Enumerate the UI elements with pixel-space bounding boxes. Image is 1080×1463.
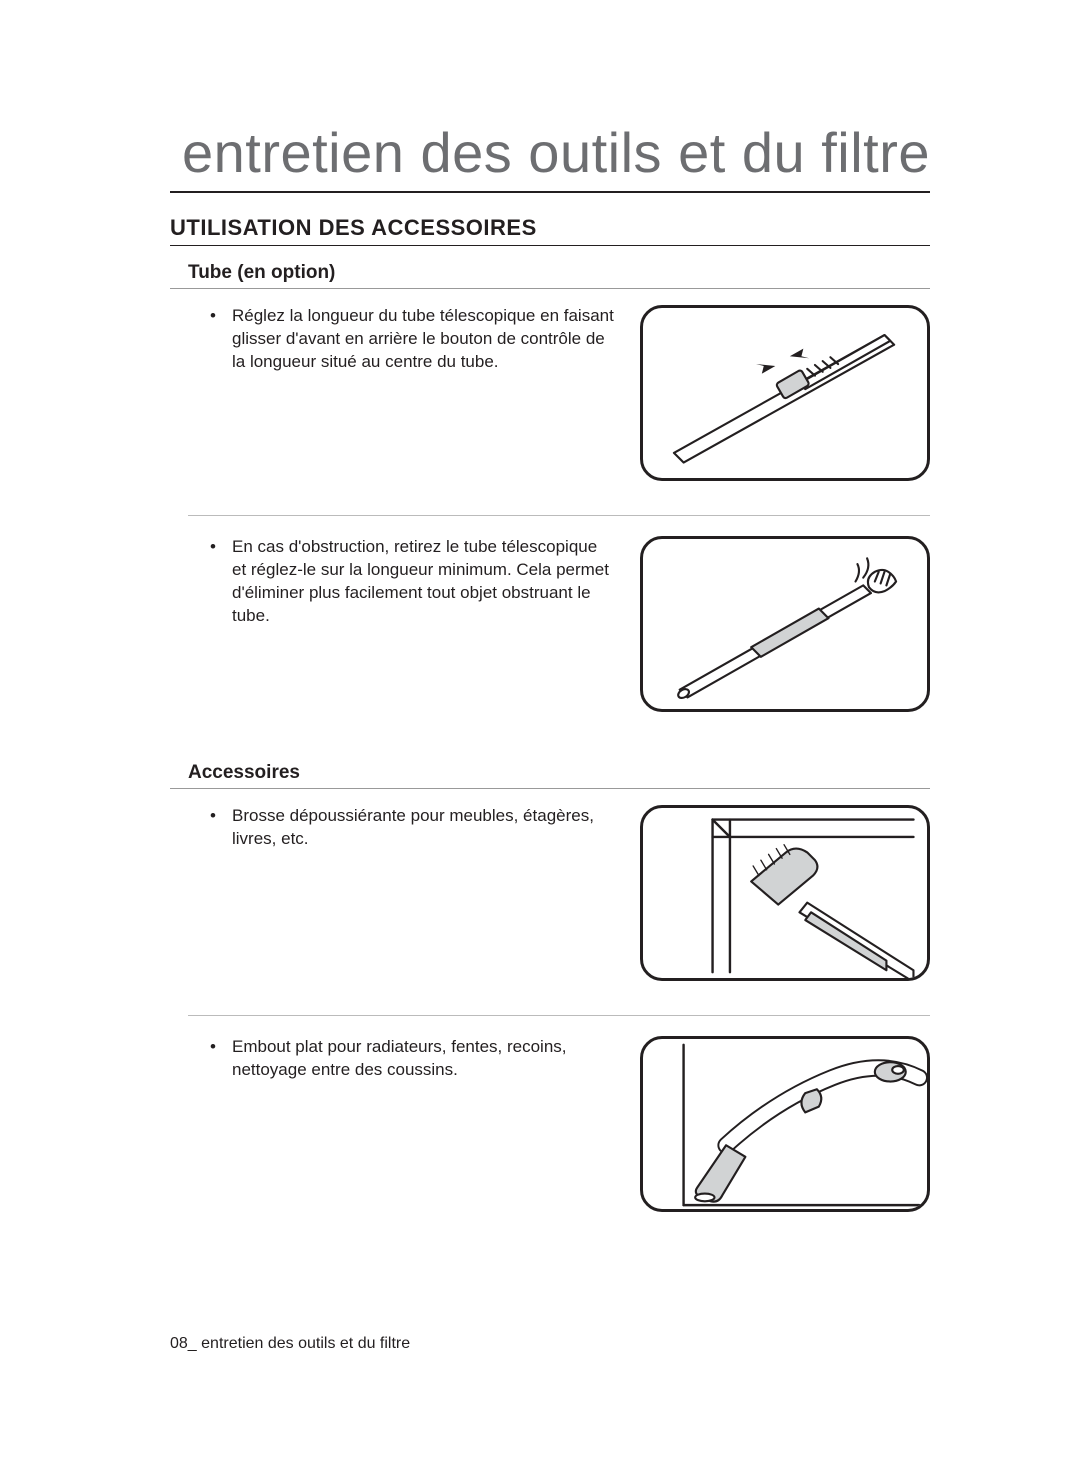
sub-heading-accessoires: Accessoires (170, 756, 930, 789)
item-text: Réglez la longueur du tube télescopique … (170, 305, 616, 374)
page-footer: 08_ entretien des outils et du filtre (170, 1335, 410, 1353)
section-heading: UTILISATION DES ACCESSOIRES (170, 215, 930, 246)
item-text: Brosse dépoussiérante pour meubles, étag… (170, 805, 616, 851)
item-brush: Brosse dépoussiérante pour meubles, étag… (170, 799, 930, 1001)
sub-heading-tube: Tube (en option) (170, 256, 930, 289)
footer-text: entretien des outils et du filtre (197, 1335, 410, 1352)
item-tube-adjust: Réglez la longueur du tube télescopique … (170, 299, 930, 501)
illustration-tube-adjust (640, 305, 930, 481)
page-number: 08_ (170, 1335, 197, 1352)
item-text: Embout plat pour radiateurs, fentes, rec… (170, 1036, 616, 1082)
item-tube-clear: En cas d'obstruction, retirez le tube té… (170, 530, 930, 732)
illustration-tube-clear (640, 536, 930, 712)
illustration-flat-nozzle (640, 1036, 930, 1212)
illustration-brush (640, 805, 930, 981)
item-text: En cas d'obstruction, retirez le tube té… (170, 536, 616, 628)
item-flat-nozzle: Embout plat pour radiateurs, fentes, rec… (170, 1030, 930, 1232)
page-title: entretien des outils et du filtre (170, 120, 930, 193)
